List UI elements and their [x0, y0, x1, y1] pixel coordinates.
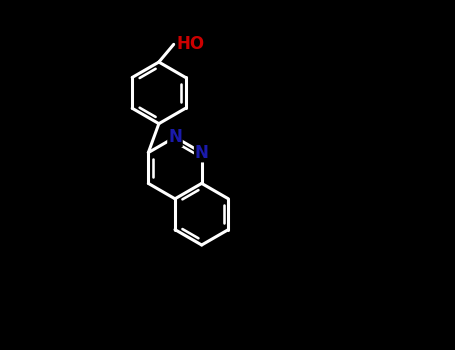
- Text: N: N: [168, 128, 182, 146]
- Text: HO: HO: [177, 35, 205, 53]
- Text: N: N: [195, 144, 208, 162]
